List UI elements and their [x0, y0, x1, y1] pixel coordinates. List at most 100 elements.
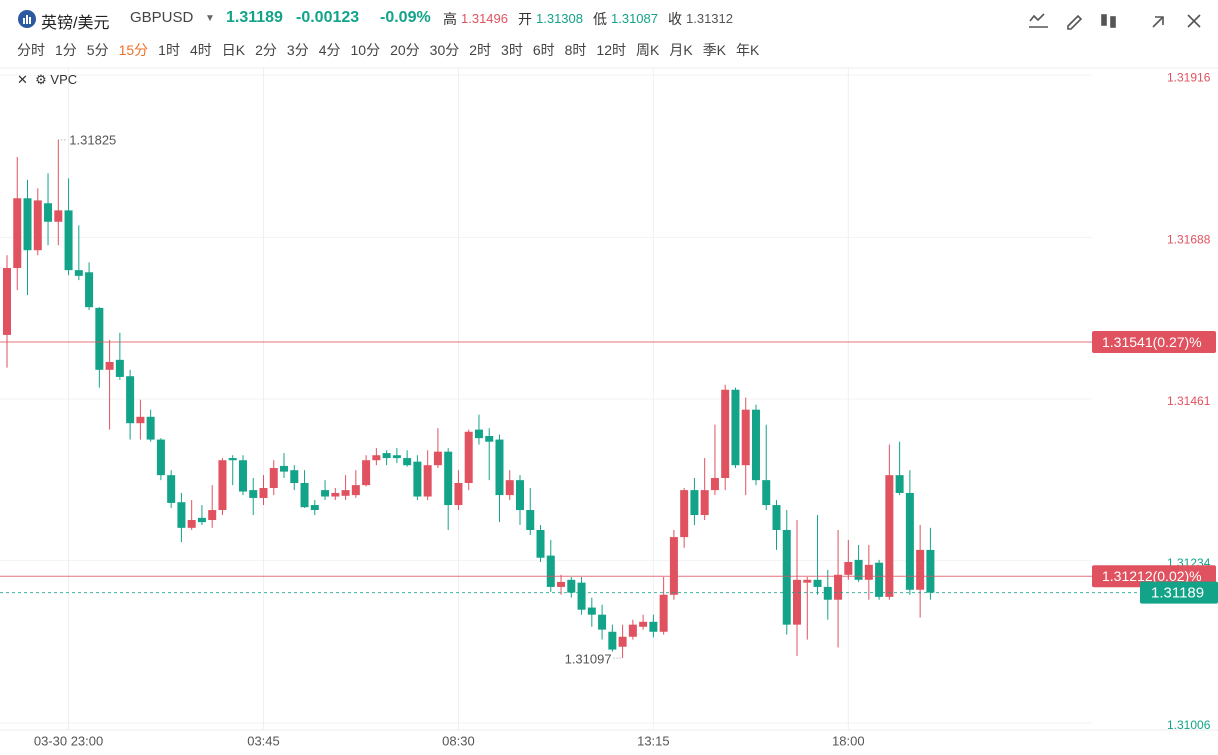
candle-body: [474, 429, 483, 439]
candle-body: [639, 621, 648, 627]
period[interactable]: 15分: [118, 42, 149, 58]
candle-body: [85, 272, 94, 308]
candle-body: [341, 490, 350, 496]
change-pct: -0.09%: [380, 9, 431, 26]
candle-body: [905, 492, 914, 590]
candle-body: [844, 562, 853, 575]
period[interactable]: 4时: [189, 42, 212, 58]
symbol: 英镑/美元: [41, 15, 110, 32]
candle-body: [793, 579, 802, 625]
candle-body: [567, 579, 576, 593]
stat-label: 开: [518, 11, 532, 27]
draw-tool[interactable]: [1067, 14, 1083, 30]
period[interactable]: 5分: [86, 42, 109, 58]
period[interactable]: 30分: [429, 42, 460, 58]
period[interactable]: 季K: [702, 42, 727, 58]
dropdown[interactable]: ▼: [205, 13, 215, 24]
level-label: 1.31212(0.02)%: [1102, 568, 1202, 584]
y-tick-label: 1.31688: [1167, 233, 1211, 247]
candle-body: [423, 465, 432, 497]
candle-body: [115, 359, 124, 377]
candle-body: [731, 389, 740, 466]
candle-body: [926, 549, 935, 593]
candle-body: [95, 307, 104, 370]
y-tick-label: 1.31006: [1167, 718, 1211, 732]
candle-body: [362, 460, 371, 486]
stat-label: 低: [593, 11, 607, 27]
period[interactable]: 3时: [501, 42, 523, 58]
line-tool[interactable]: [1029, 13, 1045, 22]
candle-body: [516, 480, 524, 511]
y-tick-label: 1.31916: [1167, 70, 1211, 84]
candle-body: [177, 502, 186, 528]
period[interactable]: 20分: [390, 42, 420, 58]
stat-value: 1.31496: [461, 11, 508, 26]
candle-body: [618, 636, 627, 647]
period[interactable]: 6时: [532, 42, 555, 58]
stat-label: 高: [443, 11, 457, 27]
level-label: 1.31189: [1151, 585, 1204, 602]
period[interactable]: 周K: [636, 42, 660, 58]
candle-body: [721, 389, 730, 479]
indicator: VPC: [50, 72, 78, 87]
period[interactable]: 月K: [669, 42, 693, 58]
y-tick-label: 1.31234: [1167, 556, 1211, 570]
candle-body: [680, 490, 689, 538]
candle-body: [126, 376, 135, 424]
candle-body: [382, 453, 391, 459]
stat-value: 1.31308: [536, 11, 583, 26]
period[interactable]: 1分: [55, 42, 77, 58]
candle-body: [372, 455, 381, 461]
period[interactable]: 年K: [736, 42, 760, 58]
period[interactable]: 1时: [158, 42, 180, 58]
level-tag: [1092, 331, 1216, 354]
candle-body: [413, 461, 422, 497]
candle-body: [751, 409, 760, 481]
level-label: 1.31541(0.27)%: [1102, 334, 1202, 350]
candle-tool-2: [1110, 16, 1116, 28]
period[interactable]: 2时: [469, 42, 492, 58]
settings[interactable]: ⚙: [35, 72, 47, 87]
period[interactable]: 8时: [564, 42, 587, 58]
candle-body: [310, 505, 319, 511]
candle-body: [331, 492, 340, 497]
candle-body: [916, 549, 925, 590]
candle-body: [741, 409, 750, 466]
candle-body: [834, 574, 843, 600]
candle-body: [557, 581, 566, 587]
candle-body: [803, 579, 812, 583]
candle-body: [628, 624, 637, 637]
code[interactable]: GBPUSD: [130, 9, 194, 26]
candle-body: [700, 490, 709, 516]
period[interactable]: 日K: [221, 42, 246, 58]
candle-body: [136, 416, 145, 424]
candle-body: [290, 470, 299, 483]
candle-body: [433, 451, 442, 466]
candle-body: [895, 475, 904, 493]
period[interactable]: 分时: [17, 42, 45, 58]
close-tool[interactable]: [1187, 14, 1201, 28]
candle-body: [300, 482, 309, 508]
candle-body: [3, 268, 11, 335]
stat-value: 1.31312: [686, 11, 733, 26]
candle-body: [485, 436, 494, 442]
candle-body: [854, 559, 863, 580]
period[interactable]: 3分: [286, 42, 309, 58]
period[interactable]: 4分: [318, 42, 341, 58]
period[interactable]: 10分: [350, 42, 381, 58]
candle-body: [146, 416, 155, 440]
x-tick-label: 03:45: [247, 733, 280, 748]
candle-body: [772, 505, 781, 530]
period[interactable]: 2分: [255, 42, 277, 58]
candle-body: [577, 582, 586, 610]
close-indicator[interactable]: ✕: [17, 72, 28, 87]
candle-tool[interactable]: [1101, 14, 1107, 26]
period[interactable]: 12时: [596, 42, 626, 58]
candle-body: [280, 465, 289, 472]
candle-body: [13, 198, 22, 269]
candle-body: [44, 203, 53, 222]
candle-body: [259, 487, 268, 498]
toolbar: [1029, 13, 1201, 30]
shrink-tool[interactable]: [1152, 16, 1164, 28]
candle-body: [269, 468, 278, 488]
